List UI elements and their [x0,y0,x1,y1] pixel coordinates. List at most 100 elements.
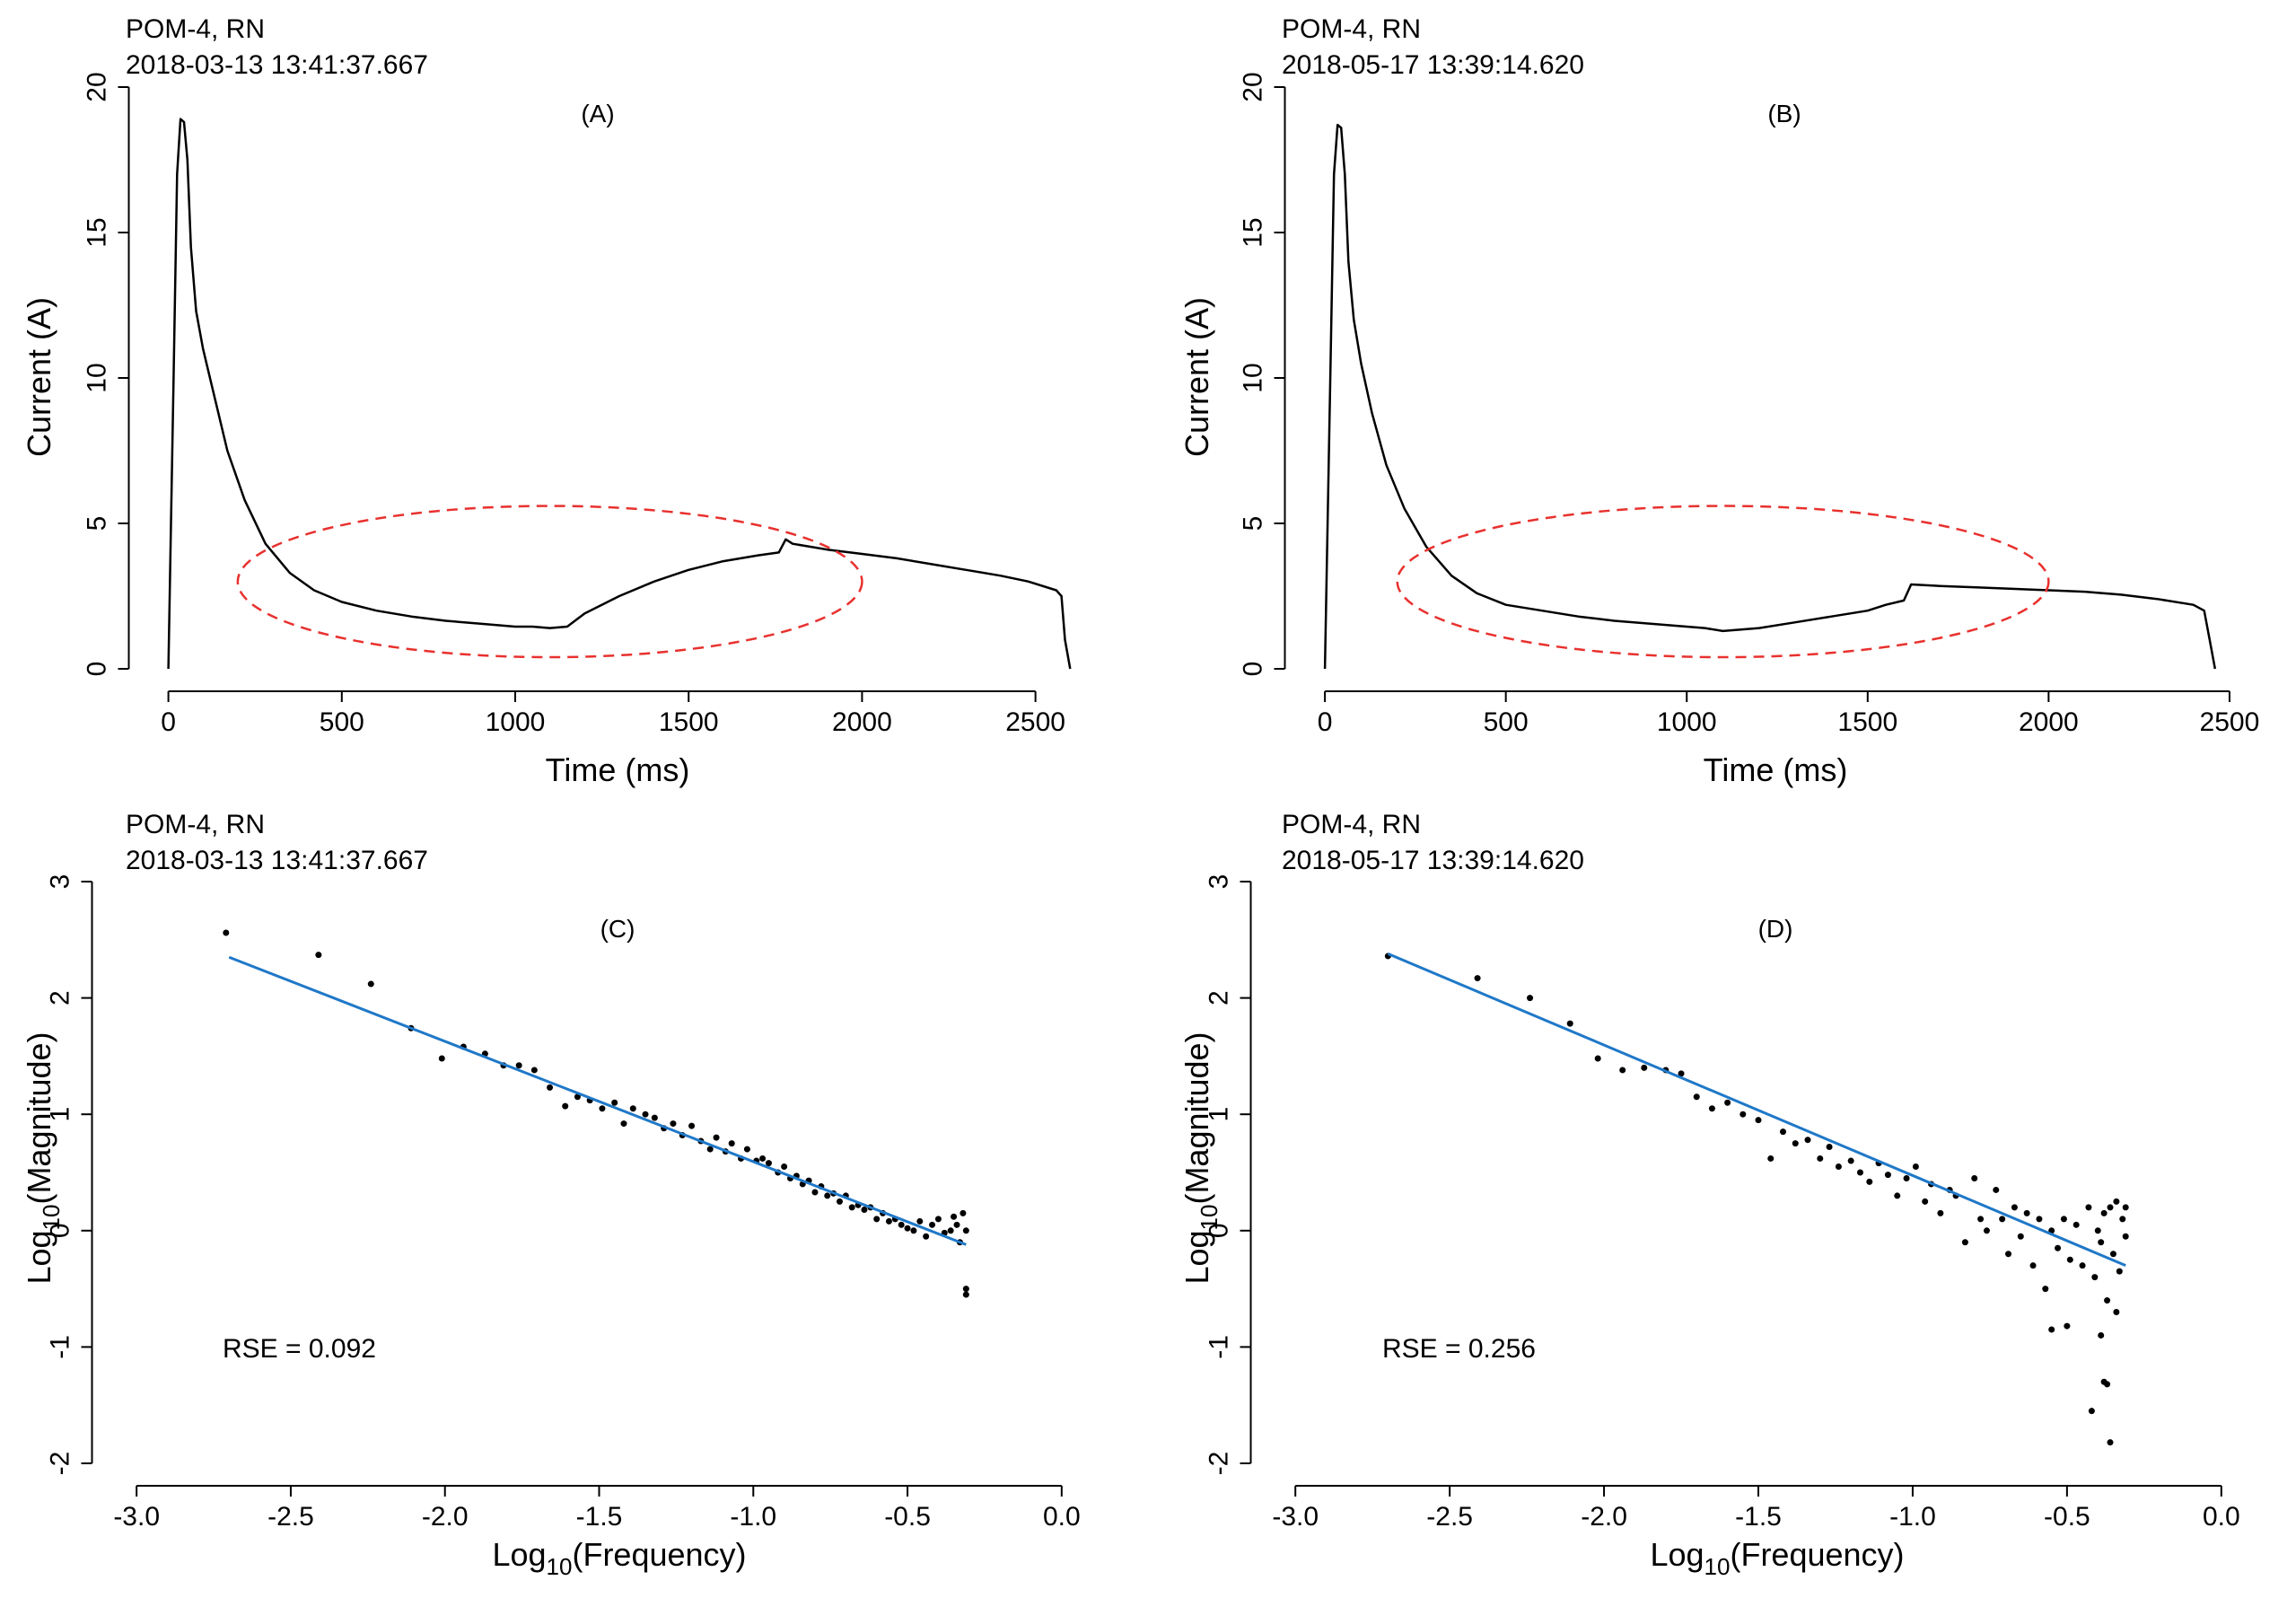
panel-d-data-point [2066,1256,2073,1263]
panel-a-x-tick-label: 2500 [1005,707,1065,737]
panel-d-y-tick-label: 1 [1205,1107,1234,1122]
panel-d-data-point [1993,1186,2000,1193]
panel-d-y-tick-label: -1 [1205,1335,1234,1359]
panel-b-x-tick-label: 2000 [2019,707,2079,737]
panel-c-rse-annotation: RSE = 0.092 [223,1334,376,1364]
panel-c-y-tick-label: 1 [46,1107,75,1122]
panel-a-current-waveform: POM-4, RN 2018-03-13 13:41:37.667 (A) Ti… [21,14,1072,788]
panel-c-x-tick-label: -0.5 [884,1502,931,1532]
panel-d-data-point [2005,1251,2012,1258]
panel-d-data-point [1678,1070,1685,1077]
panel-d-data-point [1619,1067,1626,1074]
panel-c-label: (C) [600,915,635,943]
panel-c-data-point [515,1062,522,1069]
panel-d-data-point [2088,1408,2095,1415]
panel-b-header-line-1: POM-4, RN [1282,14,1421,44]
panel-a-y-tick-label: 10 [83,363,112,392]
panel-c-data-point [759,1155,767,1162]
panel-b-current-line [1323,123,2217,670]
panel-c-data-point [824,1192,831,1199]
panel-b-y-tick-label: 10 [1239,363,1268,392]
panel-c-data-point [223,929,230,936]
panel-d-y-tick-label: 0 [1205,1223,1234,1238]
panel-c-data-point [947,1227,954,1234]
panel-d-fit-line [1387,952,2126,1268]
panel-a-y-tick-label: 20 [83,72,112,101]
panel-c-x-tick-label: 0.0 [1043,1502,1081,1532]
panel-d-data-point [1740,1111,1747,1118]
panel-d-x-axis-title: Log10(Frequency) [1650,1536,1904,1580]
panel-d-data-point [2073,1221,2080,1228]
panel-c-data-point [562,1102,569,1110]
panel-a-x-tick-label: 1500 [659,707,719,737]
panel-d-x-tick-label: -0.5 [2044,1502,2090,1532]
panel-c-y-axis-title: Log10(Magnitude) [21,1032,65,1284]
panel-c-data-point [688,1122,696,1129]
panel-d-x-tick-label: -2.5 [1426,1502,1473,1532]
panel-b-current-waveform: POM-4, RN 2018-05-17 13:39:14.620 (B) Ti… [1179,14,2259,788]
panel-d-data-point [2113,1309,2120,1316]
panel-b-y-axis-title: Current (A) [1179,297,1215,457]
panel-d-header-line-1: POM-4, RN [1282,810,1421,839]
panel-c-data-point [743,1146,750,1153]
panel-d-data-point [1903,1174,1910,1181]
panel-d-data-point [2036,1216,2043,1223]
panel-d-data-point [2098,1331,2105,1339]
panel-c-data-point [620,1120,627,1128]
panel-d-data-point [1977,1216,1985,1223]
panel-d-header-line-2: 2018-05-17 13:39:14.620 [1282,846,1584,875]
panel-d-data-point [2107,1439,2114,1446]
panel-b-y-tick-label: 15 [1239,217,1268,247]
panel-c-data-point [315,952,322,959]
panel-c-data-point [904,1225,911,1232]
panel-d-data-point [2060,1216,2067,1223]
panel-d-data-point [1866,1178,1873,1185]
panel-b-header-line-2: 2018-05-17 13:39:14.620 [1282,50,1584,80]
panel-d-x-tick-label: -3.0 [1272,1502,1319,1532]
panel-d-y-tick-label: 3 [1205,874,1234,890]
panel-c-x-tick-label: -2.5 [267,1502,314,1532]
panel-a-y-tick-label: 15 [83,217,112,247]
panel-d-x-tick-label: -1.5 [1735,1502,1782,1532]
panel-d-data-point [2098,1239,2105,1246]
panel-c-data-point [574,1093,581,1101]
panel-d-data-point [2064,1322,2071,1330]
panel-c-x-tick-label: -3.0 [113,1502,160,1532]
panel-c-header-line-1: POM-4, RN [126,810,265,839]
panel-b-y-tick-label: 0 [1239,662,1268,677]
panel-d-data-point [1847,1157,1854,1164]
panel-c-data-point [530,1067,538,1074]
panel-c-data-point [885,1217,892,1225]
panel-c-header-line-2: 2018-03-13 13:41:37.667 [126,846,428,875]
panel-d-data-point [1780,1128,1787,1136]
panel-c-data-point [728,1140,735,1147]
panel-a-x-tick-label: 0 [161,707,176,737]
panel-c-x-axis-title: Log10(Frequency) [492,1536,746,1580]
panel-c-y-tick-label: 2 [46,990,75,1005]
panel-c-data-point [836,1198,843,1205]
panel-d-data-point [1835,1163,1842,1171]
panel-d-data-point [1912,1163,1919,1171]
panel-c-data-point [706,1146,714,1153]
panel-d-data-point [2116,1268,2123,1275]
panel-d-data-point [1922,1198,1929,1205]
panel-c-y-tick-label: -1 [46,1335,75,1359]
panel-c-data-point [611,1099,618,1106]
panel-a-highlight-ellipse [236,505,863,659]
panel-c-y-tick-label: -2 [46,1452,75,1476]
panel-b-x-axis-title: Time (ms) [1704,751,1848,788]
panel-c-x-tick-label: -1.0 [730,1502,776,1532]
panel-d-data-point [1937,1209,1944,1216]
panel-c-fit-line [228,955,967,1246]
panel-c-y-tick-label: 0 [46,1223,75,1238]
panel-c-data-point [670,1120,677,1128]
panel-d-data-point [1527,995,1534,1002]
panel-d-data-point [1641,1064,1648,1071]
panel-d-y-axis-title: Log10(Magnitude) [1179,1032,1222,1284]
panel-b-x-tick-label: 1500 [1837,707,1897,737]
panel-c-data-point [916,1217,924,1225]
panel-d-data-point [2011,1204,2018,1211]
panel-c-data-point [898,1221,905,1228]
panel-c-data-point [929,1221,936,1228]
